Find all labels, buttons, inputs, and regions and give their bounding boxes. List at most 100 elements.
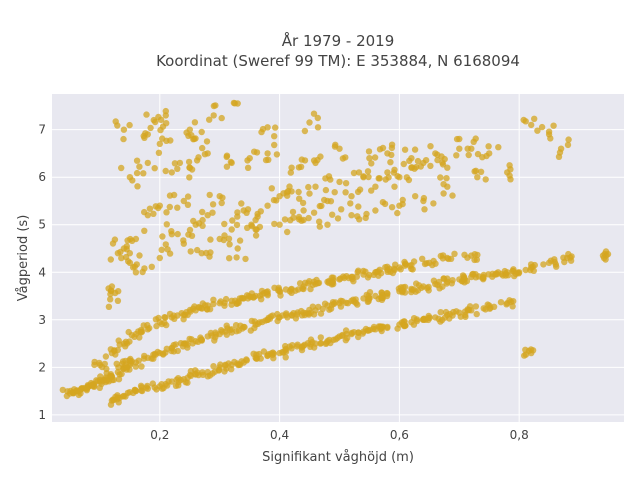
scatter-point: [565, 136, 572, 143]
scatter-point: [174, 230, 181, 238]
scatter-point: [316, 223, 323, 230]
scatter-point: [282, 346, 289, 354]
scatter-point: [168, 347, 175, 355]
scatter-point: [307, 309, 314, 316]
scatter-point: [434, 156, 441, 164]
scatter-point: [115, 376, 123, 383]
scatter-point: [116, 371, 123, 378]
scatter-point: [186, 335, 193, 343]
scatter-point: [444, 275, 451, 282]
scatter-point: [366, 294, 373, 302]
scatter-point: [298, 307, 305, 315]
scatter-point: [143, 384, 150, 391]
scatter-point: [236, 237, 244, 244]
scatter-point: [207, 236, 214, 243]
scatter-point: [203, 249, 210, 257]
scatter-point: [329, 211, 336, 218]
scatter-point: [468, 145, 475, 152]
scatter-point: [152, 351, 159, 358]
x-tick-labels: 0,2 0,4 0,6 0,8: [150, 428, 528, 442]
x-tick-label: 0,4: [270, 428, 289, 442]
scatter-point: [457, 313, 464, 320]
scatter-point: [309, 281, 317, 288]
scatter-point: [163, 221, 170, 228]
scatter-point: [372, 207, 379, 214]
scatter-point: [135, 357, 142, 364]
scatter-point: [172, 341, 179, 348]
scatter-point: [479, 154, 486, 161]
scatter-point: [233, 221, 241, 229]
scatter-point: [105, 285, 112, 292]
scatter-point: [248, 290, 255, 297]
scatter-point: [296, 280, 304, 287]
scatter-point: [522, 346, 529, 353]
scatter-point: [133, 157, 141, 164]
scatter-point: [188, 232, 196, 239]
scatter-point: [210, 102, 218, 110]
scatter-point: [163, 120, 170, 127]
scatter-point: [406, 262, 414, 269]
scatter-point: [114, 394, 122, 401]
scatter-point: [114, 297, 122, 304]
scatter-point: [413, 163, 420, 171]
scatter-point: [243, 356, 250, 363]
scatter-point: [63, 392, 71, 400]
chart-title-line-2: Koordinat (Sweref 99 TM): E 353884, N 61…: [156, 52, 520, 70]
y-tick-label: 2: [38, 360, 46, 374]
scatter-point: [339, 298, 346, 305]
scatter-point: [464, 254, 471, 261]
scatter-point: [396, 174, 403, 181]
scatter-point: [386, 265, 393, 272]
scatter-point: [201, 151, 209, 158]
scatter-point: [206, 116, 213, 123]
scatter-point: [210, 296, 217, 303]
scatter-point: [295, 188, 302, 196]
scatter-point: [482, 176, 489, 183]
scatter-point: [150, 210, 157, 217]
scatter-point: [215, 367, 222, 374]
scatter-point: [564, 141, 572, 149]
scatter-point: [143, 111, 150, 118]
scatter-point: [293, 311, 301, 318]
scatter-point: [210, 112, 217, 119]
scatter-point: [171, 160, 179, 167]
scatter-point: [327, 198, 335, 205]
scatter-point: [168, 228, 175, 235]
x-tick-label: 0,2: [150, 428, 169, 442]
scatter-point: [122, 253, 130, 261]
scatter-point: [529, 347, 537, 354]
scatter-point: [401, 289, 409, 296]
scatter-point: [126, 389, 133, 396]
scatter-point: [155, 149, 163, 156]
scatter-point: [388, 151, 395, 159]
scatter-point: [228, 366, 235, 373]
scatter-point: [561, 258, 568, 266]
scatter-point: [388, 141, 396, 148]
scatter-point: [220, 236, 227, 244]
scatter-point: [140, 322, 147, 329]
scatter-point: [334, 215, 342, 222]
scatter-point: [222, 295, 230, 303]
scatter-point: [419, 255, 426, 262]
scatter-point: [88, 381, 96, 388]
scatter-point: [410, 258, 418, 265]
scatter-point: [102, 353, 110, 360]
y-axis-title: Vågperiod (s): [16, 215, 31, 302]
scatter-point: [223, 163, 231, 170]
scatter-point: [300, 285, 307, 293]
scatter-point: [107, 401, 115, 408]
scatter-point: [322, 186, 330, 194]
scatter-point: [136, 163, 143, 170]
scatter-point: [432, 260, 439, 267]
scatter-point: [331, 189, 338, 196]
scatter-point: [203, 138, 211, 145]
scatter-point: [226, 241, 233, 248]
scatter-point: [222, 361, 229, 368]
scatter-point: [141, 265, 148, 272]
scatter-point: [253, 149, 261, 156]
scatter-point: [146, 325, 153, 332]
scatter-point: [156, 202, 163, 209]
scatter-point: [324, 221, 331, 228]
scatter-point: [120, 135, 127, 143]
scatter-point: [403, 174, 410, 181]
